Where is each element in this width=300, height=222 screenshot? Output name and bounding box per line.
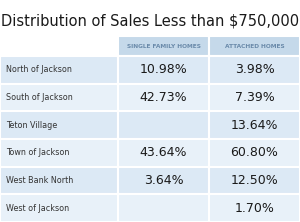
- Text: 13.64%: 13.64%: [231, 119, 278, 132]
- Bar: [118, 56, 209, 84]
- Text: 42.73%: 42.73%: [140, 91, 187, 104]
- Text: 10.98%: 10.98%: [140, 63, 188, 76]
- Bar: [118, 167, 209, 194]
- Bar: [209, 139, 300, 167]
- Bar: [0, 56, 118, 84]
- Bar: [118, 194, 209, 222]
- Text: ATTACHED HOMES: ATTACHED HOMES: [225, 44, 284, 48]
- Bar: [0, 194, 118, 222]
- Text: 3.64%: 3.64%: [144, 174, 183, 187]
- Text: 12.50%: 12.50%: [231, 174, 278, 187]
- Bar: [0, 139, 118, 167]
- Bar: [118, 36, 209, 56]
- Bar: [118, 139, 209, 167]
- Text: 7.39%: 7.39%: [235, 91, 274, 104]
- Text: West Bank North: West Bank North: [6, 176, 73, 185]
- Bar: [209, 84, 300, 111]
- Text: 60.80%: 60.80%: [231, 146, 278, 159]
- Bar: [0, 84, 118, 111]
- Text: Town of Jackson: Town of Jackson: [6, 148, 69, 157]
- Text: South of Jackson: South of Jackson: [6, 93, 73, 102]
- Bar: [209, 56, 300, 84]
- Bar: [118, 111, 209, 139]
- Bar: [118, 84, 209, 111]
- Text: 1.70%: 1.70%: [235, 202, 274, 215]
- Text: Distribution of Sales Less than $750,000: Distribution of Sales Less than $750,000: [1, 13, 299, 28]
- Text: North of Jackson: North of Jackson: [6, 65, 72, 74]
- Text: Teton Village: Teton Village: [6, 121, 57, 130]
- Bar: [0, 111, 118, 139]
- Bar: [209, 36, 300, 56]
- Bar: [0, 167, 118, 194]
- Text: SINGLE FAMILY HOMES: SINGLE FAMILY HOMES: [127, 44, 200, 48]
- Bar: [209, 194, 300, 222]
- Bar: [209, 111, 300, 139]
- Text: 3.98%: 3.98%: [235, 63, 274, 76]
- Text: 43.64%: 43.64%: [140, 146, 187, 159]
- Text: West of Jackson: West of Jackson: [6, 204, 69, 213]
- Bar: [209, 167, 300, 194]
